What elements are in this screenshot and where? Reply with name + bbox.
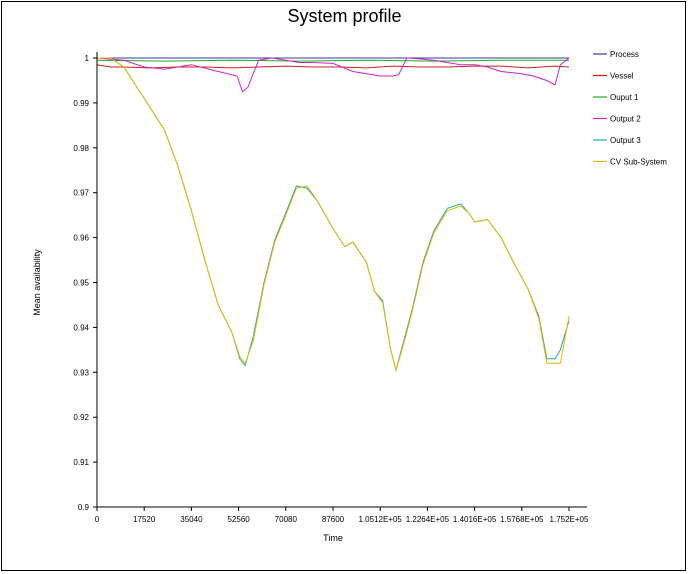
series-layer — [96, 57, 570, 373]
y-tick-label: 0.97 — [73, 189, 89, 198]
x-axis-title: Time — [323, 533, 343, 543]
y-axis-title: Mean availability — [32, 249, 42, 316]
x-tick-label: 87600 — [322, 515, 345, 524]
legend-entry: CV Sub-System — [610, 158, 667, 167]
y-tick-label: 1 — [85, 54, 90, 63]
legend: Process Vessel Ouput 1 Output 2 Output 3 CV S… — [593, 50, 667, 167]
y-tick-label: 0.93 — [73, 368, 89, 377]
legend-entry: Vessel — [610, 72, 634, 81]
x-tick-label: 17520 — [133, 515, 156, 524]
axis-layer: 0.9 0.91 0.92 0.93 0.94 0.95 0.96 0.97 0.98 0.99 1… — [73, 52, 589, 524]
series-line-cv-sub-system — [97, 57, 570, 372]
series-line-vessel — [96, 64, 570, 69]
y-tick-label: 0.91 — [73, 458, 89, 467]
legend-entry: Ouput 1 — [610, 93, 639, 102]
x-tick-label: 35040 — [180, 515, 203, 524]
legend-entry: Output 2 — [610, 115, 641, 124]
y-tick-label: 0.96 — [73, 234, 89, 243]
series-line-output-3 — [97, 57, 570, 373]
y-tick-label: 0.9 — [78, 503, 90, 512]
series-line-ouput-1 — [96, 59, 569, 62]
x-tick-label: 1.2264E+05 — [406, 515, 450, 524]
x-tick-label: 1.4016E+05 — [453, 515, 497, 524]
legend-entry: Process — [610, 50, 639, 59]
x-tick-label: 1.5768E+05 — [500, 515, 544, 524]
x-tick-label: 1.752E+05 — [550, 515, 589, 524]
y-tick-label: 0.94 — [73, 323, 89, 332]
y-tick-label: 0.99 — [73, 99, 89, 108]
y-tick-label: 0.98 — [73, 144, 89, 153]
x-tick-label: 1.0512E+05 — [359, 515, 403, 524]
y-tick-label: 0.92 — [73, 413, 89, 422]
legend-entry: Output 3 — [610, 136, 641, 145]
series-line-output-2 — [96, 57, 570, 93]
x-tick-label: 52560 — [227, 515, 250, 524]
chart-title: System profile — [287, 6, 402, 26]
x-tick-label: 0 — [95, 515, 100, 524]
y-tick-label: 0.95 — [73, 279, 89, 288]
x-tick-label: 70080 — [275, 515, 298, 524]
